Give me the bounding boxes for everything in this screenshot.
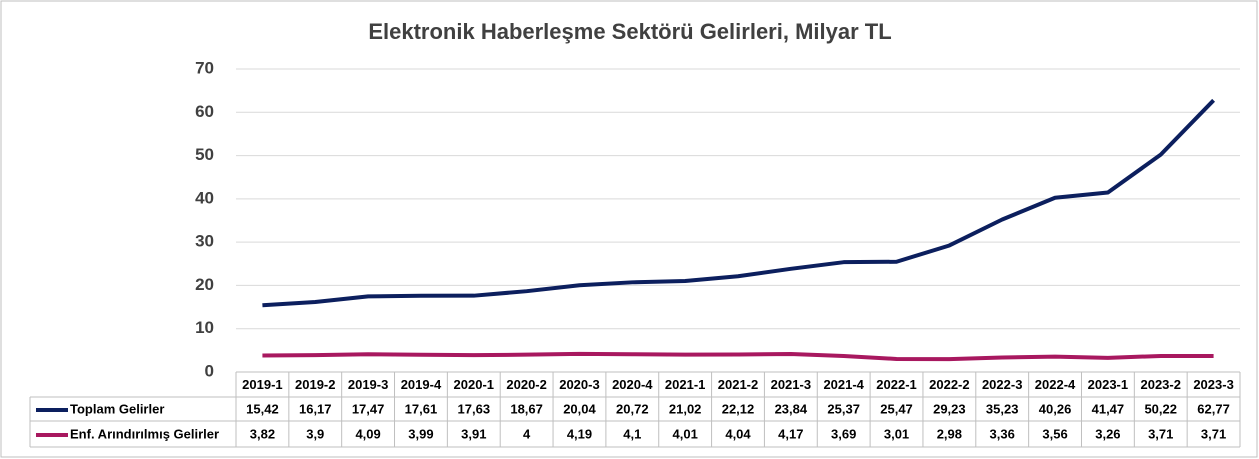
table-value: 3,71: [1148, 426, 1173, 441]
x-tick-label: 2022-1: [876, 377, 916, 392]
series-line: [262, 98, 1216, 308]
table-value: 3,99: [408, 426, 433, 441]
x-tick-label: 2019-3: [348, 377, 388, 392]
y-tick-label: 0: [205, 361, 214, 380]
table-value: 3,82: [250, 426, 275, 441]
y-tick-label: 10: [195, 318, 214, 337]
table-value: 3,71: [1201, 426, 1226, 441]
series-line: [262, 351, 1214, 362]
x-tick-label: 2023-2: [1140, 377, 1180, 392]
table-value: 3,9: [306, 426, 324, 441]
table-value: 4,1: [623, 426, 641, 441]
table-value: 40,26: [1039, 401, 1072, 416]
table-value: 16,17: [299, 401, 332, 416]
y-tick-label: 20: [195, 275, 214, 294]
x-tick-label: 2023-1: [1088, 377, 1128, 392]
table-value: 4,17: [778, 426, 803, 441]
table-value: 4: [523, 426, 531, 441]
x-tick-label: 2022-4: [1035, 377, 1076, 392]
table-value: 20,04: [563, 401, 596, 416]
table-value: 15,42: [246, 401, 279, 416]
table-value: 23,84: [775, 401, 808, 416]
y-tick-label: 30: [195, 232, 214, 251]
table-value: 3,56: [1042, 426, 1067, 441]
table-value: 17,63: [458, 401, 491, 416]
x-tick-label: 2021-3: [771, 377, 811, 392]
table-value: 18,67: [510, 401, 543, 416]
table-value: 50,22: [1144, 401, 1177, 416]
table-value: 17,61: [405, 401, 438, 416]
x-tick-label: 2020-3: [559, 377, 599, 392]
table-value: 4,09: [355, 426, 380, 441]
table-value: 21,02: [669, 401, 702, 416]
x-tick-label: 2021-2: [718, 377, 758, 392]
table-value: 4,04: [725, 426, 751, 441]
table-value: 17,47: [352, 401, 385, 416]
x-tick-label: 2021-4: [823, 377, 864, 392]
table-value: 3,91: [461, 426, 486, 441]
legend-label: Enf. Arındırılmış Gelirler: [70, 426, 219, 441]
x-tick-label: 2020-1: [454, 377, 494, 392]
table-value: 4,19: [567, 426, 592, 441]
table-value: 62,77: [1197, 401, 1230, 416]
table-value: 29,23: [933, 401, 966, 416]
chart-title: Elektronik Haberleşme Sektörü Gelirleri,…: [368, 19, 891, 44]
table-value: 3,26: [1095, 426, 1120, 441]
x-tick-label: 2019-1: [242, 377, 282, 392]
table-value: 22,12: [722, 401, 755, 416]
table-value: 3,69: [831, 426, 856, 441]
table-value: 20,72: [616, 401, 649, 416]
y-tick-label: 40: [195, 188, 214, 207]
table-value: 41,47: [1092, 401, 1125, 416]
x-tick-label: 2020-2: [506, 377, 546, 392]
table-value: 3,01: [884, 426, 909, 441]
table-value: 25,47: [880, 401, 913, 416]
table-value: 4,01: [673, 426, 698, 441]
x-tick-label: 2022-3: [982, 377, 1022, 392]
x-tick-label: 2022-2: [929, 377, 969, 392]
table-value: 35,23: [986, 401, 1019, 416]
x-tick-label: 2021-1: [665, 377, 705, 392]
x-tick-label: 2019-4: [401, 377, 442, 392]
y-tick-label: 60: [195, 102, 214, 121]
x-tick-label: 2019-2: [295, 377, 335, 392]
table-value: 25,37: [827, 401, 860, 416]
x-tick-label: 2023-3: [1193, 377, 1233, 392]
table-value: 3,36: [990, 426, 1015, 441]
table-value: 2,98: [937, 426, 962, 441]
x-tick-label: 2020-4: [612, 377, 653, 392]
y-tick-label: 70: [195, 58, 214, 77]
y-tick-label: 50: [195, 145, 214, 164]
legend-label: Toplam Gelirler: [70, 401, 164, 416]
